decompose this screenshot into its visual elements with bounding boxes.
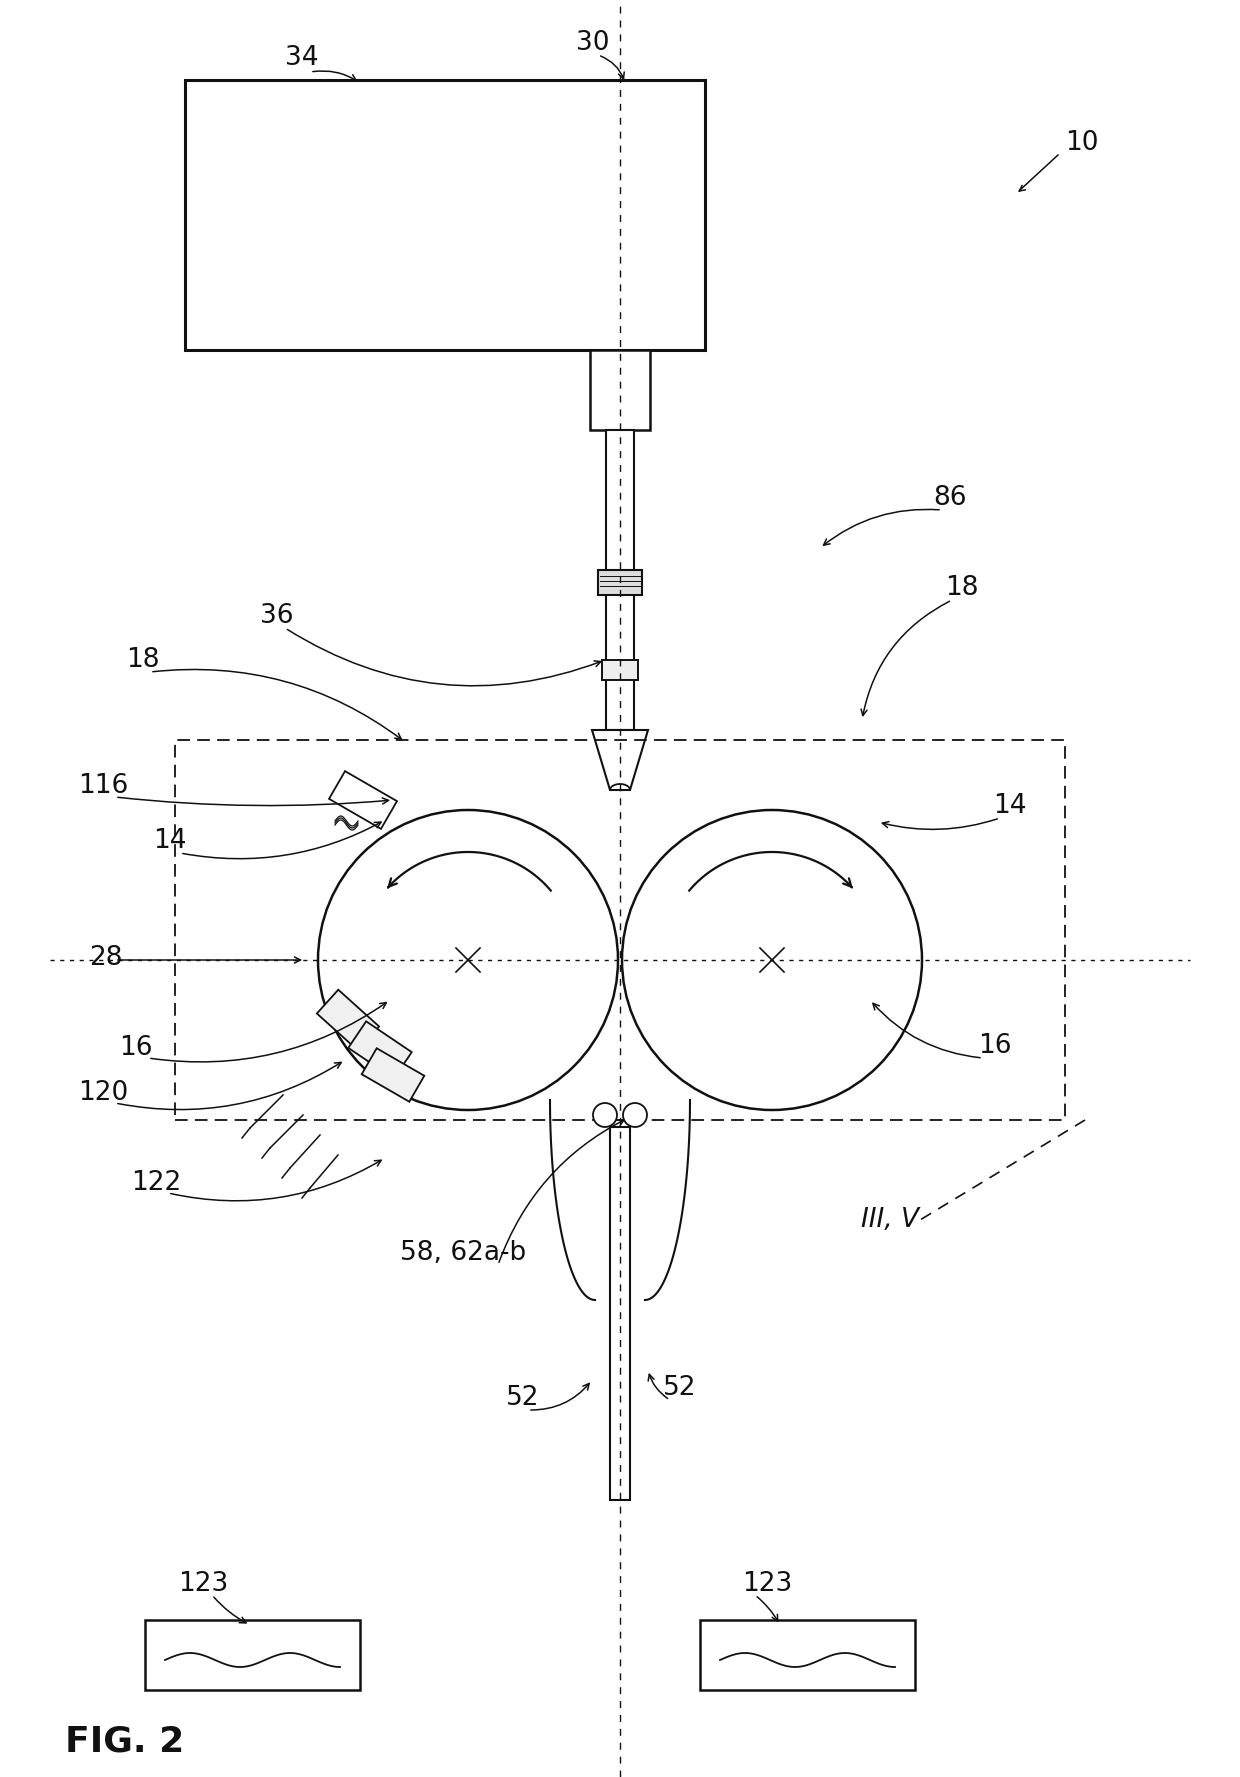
- Text: 10: 10: [1065, 130, 1099, 156]
- Text: 36: 36: [260, 602, 294, 629]
- Bar: [175, 739, 1065, 1120]
- Bar: [606, 430, 634, 730]
- Polygon shape: [591, 730, 649, 791]
- Text: 86: 86: [934, 485, 967, 512]
- Text: 28: 28: [89, 945, 123, 970]
- Text: 122: 122: [131, 1169, 181, 1196]
- Circle shape: [317, 810, 618, 1111]
- Polygon shape: [362, 1048, 424, 1102]
- Text: 14: 14: [154, 828, 187, 855]
- Bar: [145, 1621, 360, 1690]
- Bar: [590, 350, 650, 430]
- Text: 52: 52: [663, 1375, 697, 1400]
- Bar: [185, 80, 706, 350]
- Polygon shape: [348, 1022, 412, 1079]
- Text: 52: 52: [506, 1384, 539, 1411]
- Text: FIG. 2: FIG. 2: [66, 1725, 185, 1759]
- Circle shape: [622, 810, 923, 1111]
- Text: 116: 116: [78, 773, 128, 800]
- Bar: [598, 570, 642, 595]
- Text: 14: 14: [993, 793, 1027, 819]
- Text: 18: 18: [126, 647, 160, 673]
- Text: 18: 18: [945, 576, 978, 601]
- Text: 30: 30: [577, 30, 610, 57]
- Bar: [701, 1621, 915, 1690]
- Text: 34: 34: [285, 44, 319, 71]
- Polygon shape: [329, 771, 397, 828]
- Bar: [601, 659, 639, 681]
- Text: 123: 123: [177, 1571, 228, 1598]
- Text: 120: 120: [78, 1080, 128, 1105]
- Text: 16: 16: [119, 1034, 153, 1061]
- Circle shape: [622, 1104, 647, 1127]
- Text: 58, 62a-b: 58, 62a-b: [399, 1240, 526, 1265]
- Circle shape: [593, 1104, 618, 1127]
- Text: 123: 123: [742, 1571, 792, 1598]
- Bar: [610, 1127, 630, 1500]
- Polygon shape: [317, 990, 379, 1050]
- Text: III, V: III, V: [861, 1207, 919, 1233]
- Text: 16: 16: [978, 1032, 1012, 1059]
